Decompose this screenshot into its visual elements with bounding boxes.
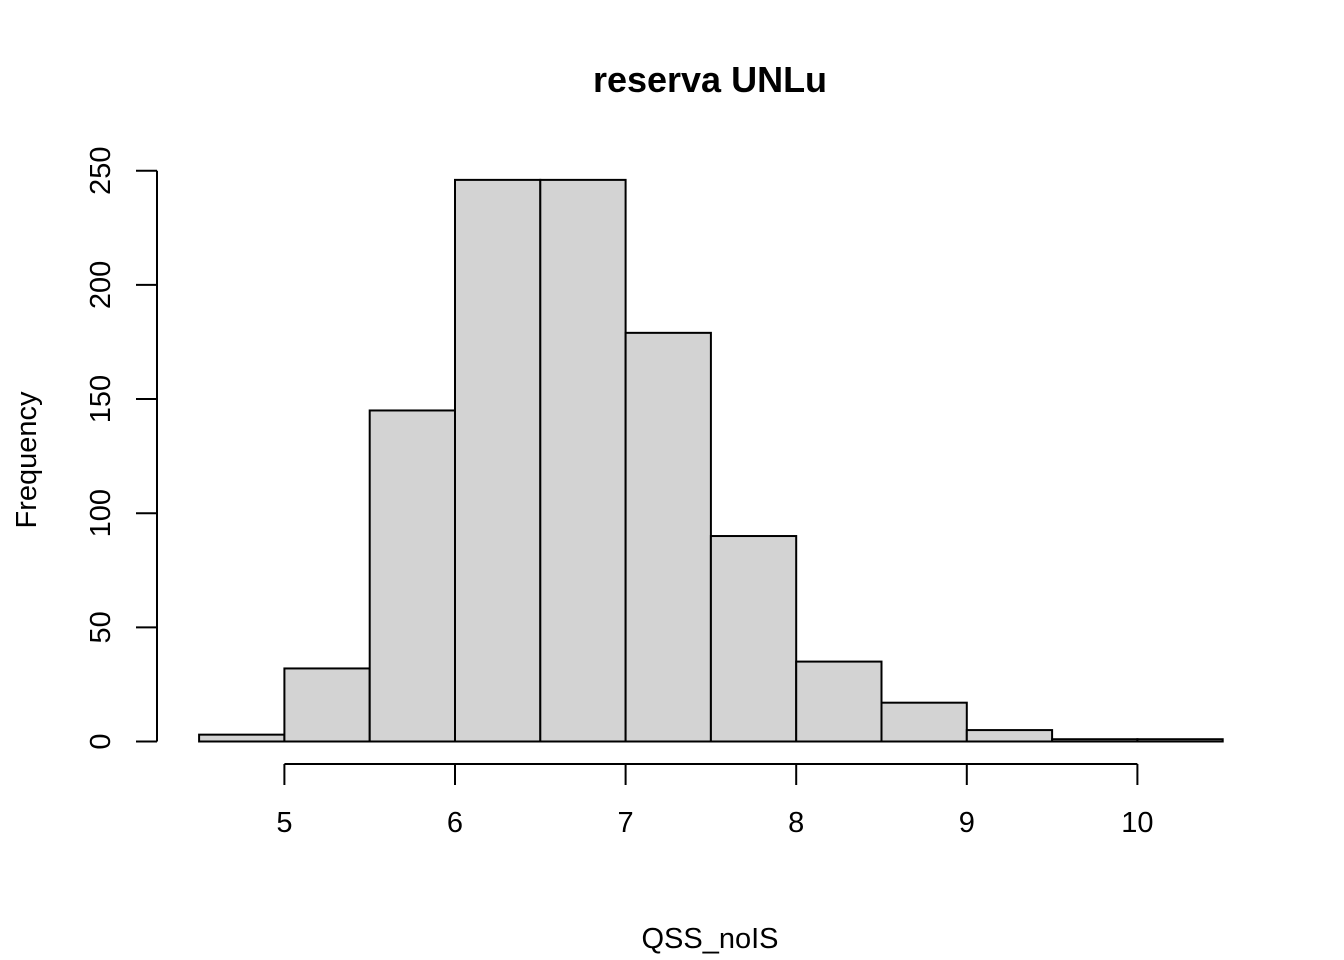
histogram-bar-8 (880, 701, 968, 743)
x-tick-label-4: 9 (959, 807, 975, 839)
y-tick-label-5: 250 (85, 147, 117, 195)
y-tick-label-4: 200 (85, 261, 117, 309)
bars-group (198, 178, 1224, 743)
histogram-bar-5 (624, 331, 712, 743)
x-axis: 5 6 7 8 9 10 (276, 763, 1154, 839)
histogram-bar-4 (539, 178, 627, 743)
y-tick-label-2: 100 (85, 489, 117, 537)
histogram-bar-9 (965, 729, 1054, 743)
y-axis: 0 50 100 150 200 250 (85, 147, 158, 750)
histogram-bar-7 (795, 660, 883, 743)
histogram-bar-2 (368, 409, 457, 743)
histogram-bar-1 (283, 667, 371, 743)
histogram-bar-6 (709, 535, 798, 743)
y-tick-label-1: 50 (85, 611, 117, 643)
y-tick-label-0: 0 (85, 733, 117, 749)
histogram-bar-11 (1136, 738, 1224, 743)
x-tick-label-2: 7 (618, 807, 634, 839)
histogram-bar-0 (198, 733, 286, 743)
x-tick-label-3: 8 (788, 807, 804, 839)
x-axis-label: QSS_noIS (641, 923, 778, 955)
y-tick-label-3: 150 (85, 375, 117, 423)
y-axis-label: Frequency (11, 391, 43, 529)
histogram-bar-3 (454, 178, 542, 743)
histogram-bar-10 (1051, 738, 1139, 743)
x-tick-label-0: 5 (276, 807, 292, 839)
x-tick-label-5: 10 (1121, 807, 1153, 839)
chart-title: reserva UNLu (593, 59, 827, 100)
x-tick-label-1: 6 (447, 807, 463, 839)
